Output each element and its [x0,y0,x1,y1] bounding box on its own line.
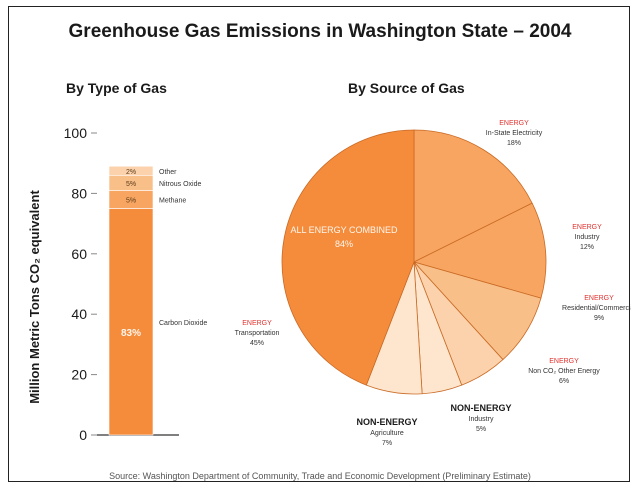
pie-labels: ENERGY In-State Electricity 18% ENERGY Indus… [235,120,631,447]
pie-slice-value: 6% [559,378,569,385]
bar-value-label: 2% [126,169,136,176]
pie-slice-value: 9% [594,315,604,322]
bar-value-label: 5% [126,181,136,188]
y-tick-label: 80 [71,185,87,201]
bar-series-label: Methane [159,197,186,204]
pie-slice-category: ENERGY [572,224,602,231]
pie-slice [281,129,415,386]
pie-slice-name: Residential/Commercial [562,305,631,312]
pie-slice-category: ENERGY [584,295,614,302]
pie-chart: ENERGY In-State Electricity 18% ENERGY Indus… [235,120,631,447]
y-tick-label: 60 [71,246,87,262]
pie-slice-value: 45% [250,340,264,347]
pie-slice-category: NON-ENERGY [356,417,417,427]
source-note: Source: Washington Department of Communi… [109,471,531,481]
pie-slice-category: NON-ENERGY [450,403,511,413]
pie-slice-name: Non CO₂ Other Energy [528,368,600,375]
pie-slice-name: Transportation [235,330,280,337]
chart-title: Greenhouse Gas Emissions in Washington S… [68,21,572,42]
pie-center-label: ALL ENERGY COMBINED [290,225,398,235]
y-tick-label: 40 [71,306,87,322]
pie-slice-category: ENERGY [242,320,272,327]
pie-slice-value: 5% [476,426,486,433]
y-axis-label: Million Metric Tons CO₂ equivalent [27,190,42,404]
pie-center-value: 84% [335,239,353,249]
pie-slice [413,129,533,263]
bar-series-label: Carbon Dioxide [159,320,207,327]
chart-frame: Greenhouse Gas Emissions in Washington S… [8,6,631,482]
pie-slice-name: Agriculture [370,430,404,437]
bar-series-label: Nitrous Oxide [159,181,202,188]
pie-slice-category: ENERGY [499,120,529,127]
bar-stack: 83% Carbon Dioxide 5% Methane 5% Nitrous Oxid… [108,165,207,436]
bar-panel-title: By Type of Gas [66,80,167,96]
pie-slice-value: 12% [580,244,594,251]
bar-value-label: 5% [126,197,136,204]
pie-slice-value: 7% [382,440,392,447]
pie-slice-value: 18% [507,140,521,147]
pie-slices [281,129,547,395]
pie-slice-category: ENERGY [549,358,579,365]
bar-value-label: 83% [121,328,141,339]
bar-series-label: Other [159,169,177,176]
bar-segment [108,165,154,176]
y-tick-label: 100 [64,125,88,141]
pie-slice-name: In-State Electricity [486,130,543,137]
pie-slice [412,202,547,299]
pie-slice-name: Industry [575,234,600,241]
pie-slice-name: Industry [469,416,494,423]
y-tick-label: 20 [71,367,87,383]
stacked-bar-chart: Million Metric Tons CO₂ equivalent 0 20 40… [27,125,207,443]
y-tick-label: 0 [79,427,87,443]
pie-panel-title: By Source of Gas [348,80,465,96]
